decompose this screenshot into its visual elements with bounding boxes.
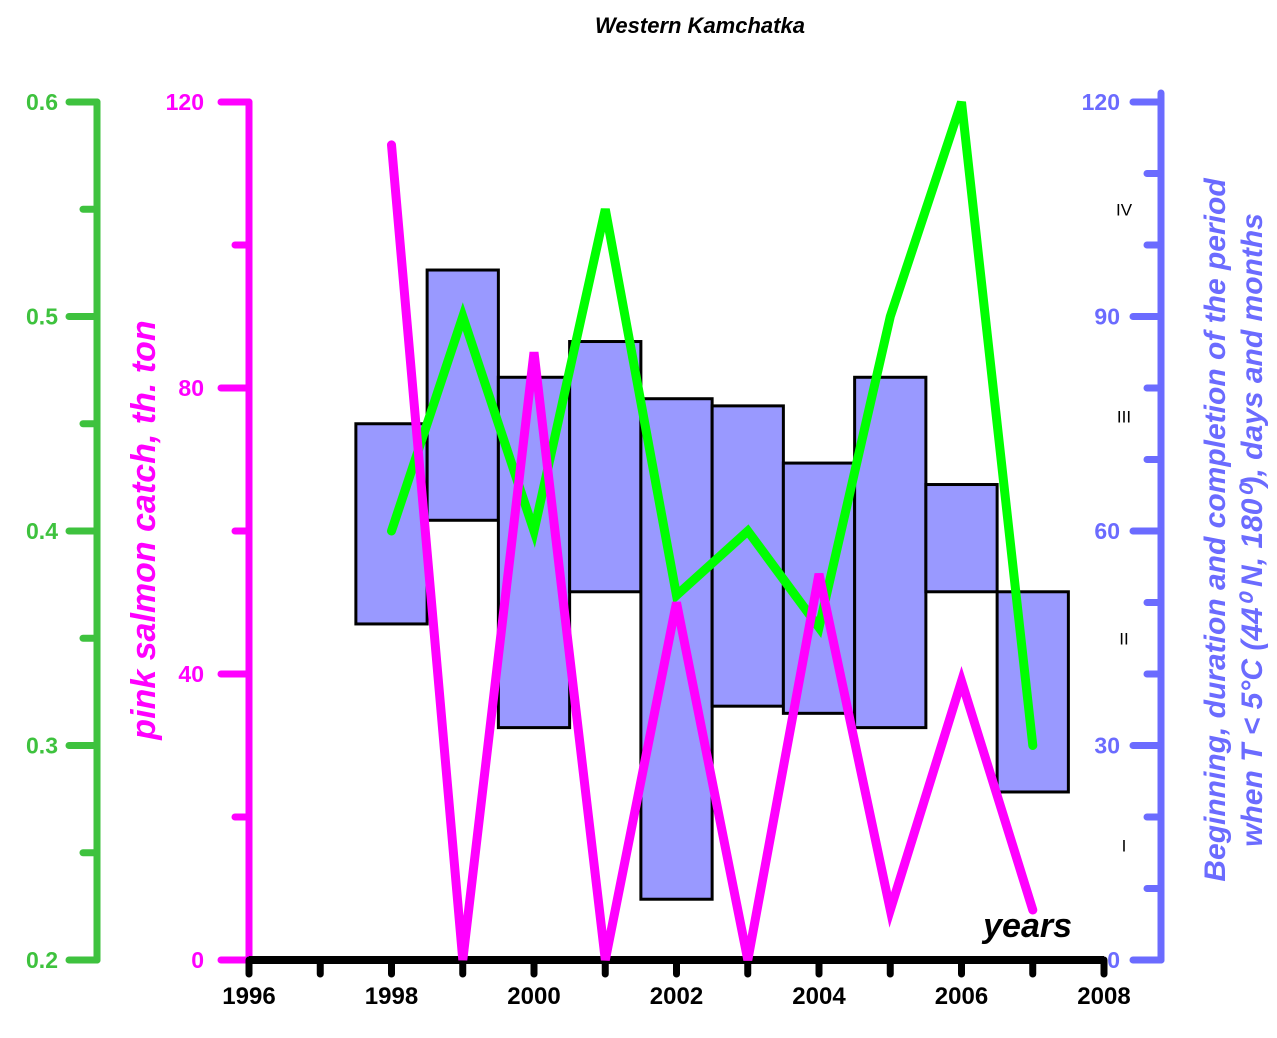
green-tick-label: 0.5 (26, 304, 58, 330)
chart-title: Western Kamchatka (595, 13, 805, 38)
x-tick-label: 1996 (222, 983, 275, 1010)
bars-layer (354, 268, 1070, 901)
bar-2007 (995, 590, 1070, 794)
bar-2001 (568, 340, 643, 594)
green-tick-label: 0.2 (26, 947, 58, 973)
x-axis: 1996 1998 2000 2002 2004 2006 2008 (222, 956, 1131, 1010)
season-label: III (1117, 408, 1131, 427)
green-tick-label: 0.4 (26, 518, 58, 544)
magenta-axis: 0 40 80 120 (166, 89, 253, 973)
magenta-tick-label: 40 (178, 661, 204, 687)
x-tick-label: 2006 (935, 983, 988, 1010)
x-tick-label: 2002 (650, 983, 703, 1010)
x-tick-label: 2004 (792, 983, 846, 1010)
blue-tick-label: 0 (1107, 947, 1120, 973)
lines-layer (387, 100, 1038, 961)
blue-axis-label-line2: when T < 5°C (44⁰ N, 180⁰), days and mon… (1236, 213, 1269, 847)
green-tick-label: 0.3 (26, 733, 58, 759)
magenta-tick-label: 80 (178, 375, 204, 401)
blue-tick-label: 60 (1094, 518, 1120, 544)
blue-axis: 0 30 60 90 120 (1082, 89, 1165, 973)
blue-tick-label: 120 (1082, 89, 1120, 115)
x-tick-label: 1998 (365, 983, 418, 1010)
magenta-axis-label: pink salmon catch, th. ton (125, 320, 163, 740)
green-axis: 0.2 0.3 0.4 0.5 0.6 (26, 89, 101, 973)
magenta-tick-label: 0 (191, 947, 204, 973)
blue-axis-label-line1: Beginning, duration and completion of th… (1199, 178, 1232, 882)
x-tick-label: 2000 (507, 983, 560, 1010)
season-label: IV (1116, 200, 1133, 219)
season-label: I (1122, 837, 1127, 856)
magenta-tick-label: 120 (166, 89, 204, 115)
season-label: II (1119, 629, 1128, 648)
blue-tick-label: 30 (1094, 733, 1120, 759)
green-tick-label: 0.6 (26, 89, 58, 115)
x-tick-label: 2008 (1077, 983, 1130, 1010)
bar-2006 (924, 483, 999, 594)
blue-tick-label: 90 (1094, 304, 1120, 330)
green-series-line (387, 100, 1038, 750)
magenta-series-line (387, 140, 1038, 961)
x-axis-label: years (981, 907, 1072, 945)
